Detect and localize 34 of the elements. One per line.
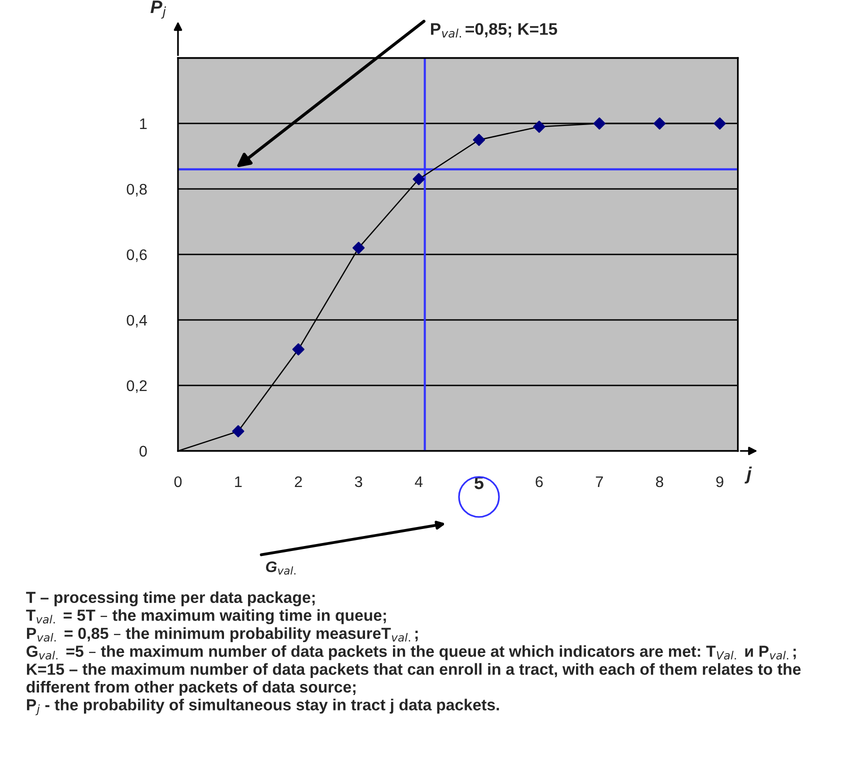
- point: [654, 117, 666, 130]
- x-tick-label: 4: [414, 476, 423, 488]
- y-axis-title: P$_{j}$: [150, 0, 166, 19]
- y-tick-label: 0: [140, 446, 147, 457]
- x-tick-label: 6: [536, 476, 543, 488]
- x-tick-label: 2: [294, 476, 302, 488]
- x-tick-label: 9: [716, 476, 724, 488]
- x-tick-label: 8: [656, 476, 664, 488]
- point: [533, 120, 546, 133]
- text: G$_{val.}$: [266, 561, 296, 575]
- x-tick-label: 7: [596, 476, 603, 488]
- x-tick-label: 1: [235, 476, 242, 488]
- y-tick-label: 1: [140, 118, 147, 130]
- y-tick-label: 0,8: [126, 184, 147, 196]
- point: [352, 242, 365, 254]
- x-tick-label: 0: [174, 476, 182, 488]
- point: [714, 117, 726, 130]
- y-tick-label: 0,4: [126, 314, 147, 328]
- point: [412, 173, 425, 186]
- text: P$_{val.}$ = 0,85 – the minimum probability measureT$_{val.}$;: [26, 627, 418, 642]
- x-tick-label: 3: [354, 476, 362, 488]
- text: K=15 – the maximum number of data packets that can enroll in a tract, with each of them relates to the different from other packets of data source;: [26, 663, 801, 696]
- text: T$_{val.}$ = 5T – the maximum waiting time in queue;: [26, 609, 386, 624]
- y-tick-label: 0,2: [126, 380, 147, 393]
- text: G$_{val.}$ =5 – the maximum number of data packets in the queue at which indicators are met: T$_{Val.}$ и P$_{val.}$;: [26, 645, 796, 660]
- y-tick-label: 0,6: [126, 249, 147, 262]
- x-axis-title: j: [744, 466, 752, 484]
- point: [593, 117, 606, 130]
- point: [472, 134, 486, 146]
- text: T – processing time per data package;: [26, 591, 315, 606]
- text: P$_{j}$ - the probability of simultaneous stay in tract j data packets.: [26, 698, 499, 716]
- point: [292, 343, 304, 356]
- point: [232, 425, 244, 438]
- text: P$_{val.}$=0,85; K=15: [431, 23, 558, 38]
